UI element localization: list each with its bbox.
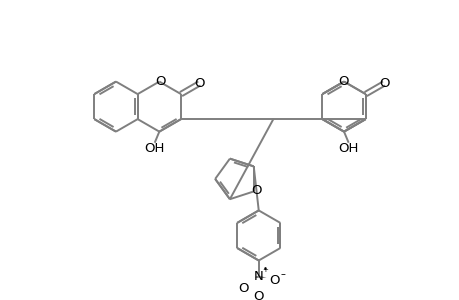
Text: O: O <box>194 77 204 90</box>
Text: N: N <box>253 270 263 283</box>
Text: O: O <box>238 282 249 295</box>
Text: –: – <box>280 269 285 279</box>
Text: OH: OH <box>338 142 358 155</box>
Text: O: O <box>253 290 263 300</box>
Text: O: O <box>337 75 347 88</box>
Text: O: O <box>269 274 279 287</box>
Text: •: • <box>262 265 267 274</box>
Text: OH: OH <box>144 142 164 155</box>
Text: O: O <box>155 75 165 88</box>
Text: O: O <box>378 77 388 90</box>
Text: +: + <box>262 267 268 273</box>
Text: O: O <box>251 184 261 197</box>
